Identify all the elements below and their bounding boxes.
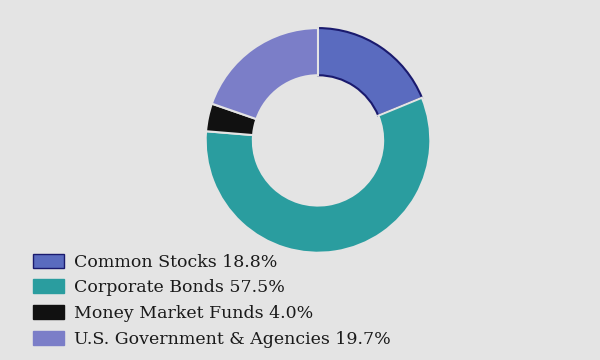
Wedge shape <box>206 104 256 135</box>
Wedge shape <box>212 28 318 119</box>
Wedge shape <box>206 98 430 253</box>
Wedge shape <box>318 28 422 116</box>
Legend: Common Stocks 18.8%, Corporate Bonds 57.5%, Money Market Funds 4.0%, U.S. Govern: Common Stocks 18.8%, Corporate Bonds 57.… <box>32 254 391 348</box>
